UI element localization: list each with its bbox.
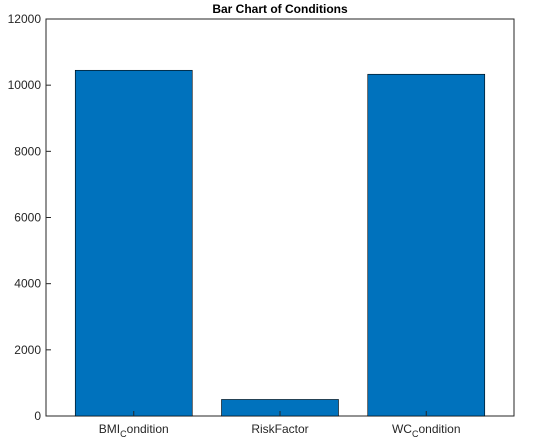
bar-0	[74, 69, 193, 417]
y-tick-label-5: 10000	[8, 78, 42, 92]
x-tick-label-1: RiskFactor	[251, 422, 308, 436]
y-tick-label-0: 0	[34, 409, 41, 423]
x-tick-label-2: WCCondition	[392, 422, 461, 439]
bar-2	[367, 73, 486, 417]
y-tick-label-2: 4000	[14, 277, 41, 291]
y-tick-label-3: 6000	[14, 211, 41, 225]
x-tick-label-0: BMICondition	[99, 422, 169, 439]
bars-group	[74, 69, 486, 417]
y-axis: 0 2000 4000 6000 8000 10000 12000	[8, 12, 51, 423]
y-tick-label-1: 2000	[14, 343, 41, 357]
x-axis: BMICondition RiskFactor WCCondition	[99, 411, 461, 439]
y-tick-label-6: 12000	[8, 12, 42, 26]
chart-title: Bar Chart of Conditions	[212, 2, 348, 16]
y-tick-label-4: 8000	[14, 144, 41, 158]
